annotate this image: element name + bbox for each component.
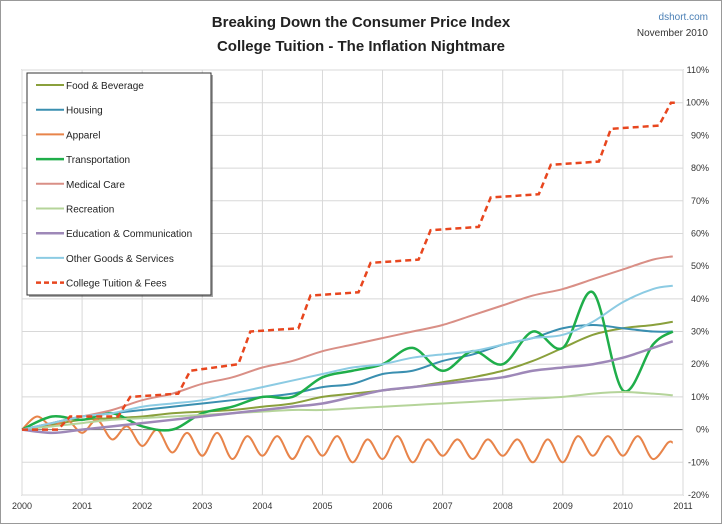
y-tick-label: 100% (686, 98, 709, 108)
x-tick-label: 2006 (373, 501, 393, 511)
legend-item: Apparel (66, 130, 100, 141)
series-line-recreation (21, 391, 673, 431)
y-tick-label: 80% (691, 163, 709, 173)
chart-subtitle: College Tuition - The Inflation Nightmar… (217, 38, 505, 55)
y-tick-label: 0% (696, 425, 709, 435)
y-tick-label: 70% (691, 196, 709, 206)
date-label: November 2010 (637, 28, 709, 39)
y-tick-label: 20% (691, 359, 709, 369)
y-tick-label: 50% (691, 261, 709, 271)
series-line-medical-care (21, 255, 673, 431)
series-line-education-communication (21, 340, 674, 435)
legend-item: Housing (66, 106, 103, 117)
legend-item: Education & Communication (66, 229, 192, 240)
y-tick-label: -10% (688, 457, 709, 467)
y-tick-label: 90% (691, 130, 709, 140)
x-tick-label: 2007 (433, 501, 453, 511)
legend-item: Food & Beverage (66, 81, 144, 92)
x-tick-label: 2005 (312, 501, 332, 511)
x-tick-label: 2011 (673, 501, 692, 511)
x-tick-label: 2009 (553, 501, 573, 511)
legend-item: Recreation (66, 205, 114, 216)
legend-item: Medical Care (66, 180, 125, 191)
series-line-housing (21, 323, 673, 431)
x-tick-label: 2001 (72, 501, 92, 511)
chart-title: Breaking Down the Consumer Price Index (212, 14, 511, 31)
y-tick-label: 30% (691, 327, 709, 337)
x-tick-label: 2010 (613, 501, 633, 511)
y-tick-label: 40% (691, 294, 709, 304)
x-tick-label: 2000 (12, 501, 32, 511)
x-tick-label: 2003 (192, 501, 212, 511)
series-line-other-goods-services (21, 284, 673, 431)
x-tick-label: 2008 (493, 501, 513, 511)
series-line-food-beverage (21, 320, 673, 431)
series-line-college-tuition-fees (22, 101, 677, 431)
legend-item: College Tuition & Fees (66, 279, 167, 290)
y-tick-label: -20% (688, 490, 709, 500)
x-tick-label: 2004 (252, 501, 272, 511)
legend-item: Transportation (66, 155, 130, 166)
source-label: dshort.com (659, 12, 708, 23)
x-tick-label: 2002 (132, 501, 152, 511)
y-tick-label: 60% (691, 228, 709, 238)
legend-item: Other Goods & Services (66, 254, 174, 265)
y-tick-label: 110% (687, 65, 709, 75)
series-line-apparel (21, 415, 674, 464)
y-tick-label: 10% (691, 392, 709, 402)
